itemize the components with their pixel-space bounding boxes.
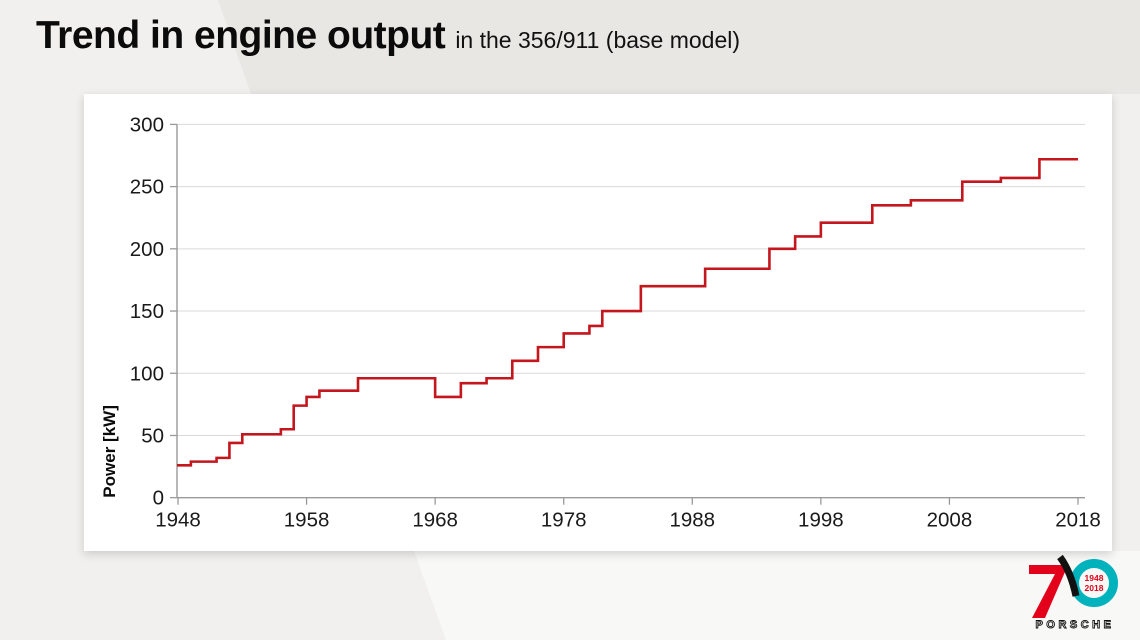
logo-black-slash xyxy=(1057,554,1080,597)
logo-year-bottom: 2018 xyxy=(1085,583,1104,593)
y-tick-label: 200 xyxy=(130,238,164,261)
x-tick-label: 1958 xyxy=(284,509,330,532)
porsche-70-logo-graphic: 1948 2018 PORSCHE xyxy=(1029,554,1118,631)
subtitle-text: in the 356/911 (base model) xyxy=(455,27,741,53)
porsche-70-years-logo: 1948 2018 PORSCHE xyxy=(1024,554,1132,634)
x-tick-label: 1998 xyxy=(798,509,844,532)
y-tick-label: 0 xyxy=(153,487,164,510)
x-tick-label: 1978 xyxy=(541,509,587,532)
x-tick-label: 1968 xyxy=(412,509,458,532)
logo-digit-seven xyxy=(1029,565,1068,618)
y-tick-label: 300 xyxy=(130,113,164,136)
page-title: Trend in engine output in the 356/911 (b… xyxy=(36,14,740,58)
x-tick-label: 2008 xyxy=(927,509,973,532)
y-axis-label: Power [kW] xyxy=(100,405,119,498)
logo-year-top: 1948 xyxy=(1085,573,1104,583)
power-step-line xyxy=(177,157,1078,467)
engine-output-chart: 0 50 100 150 200 250 300 1948 1958 1968 1978 1988 19… xyxy=(100,113,1101,532)
logo-wordmark: PORSCHE xyxy=(1036,619,1115,631)
y-tick-label: 250 xyxy=(130,176,164,199)
chart-card: 0 50 100 150 200 250 300 1948 1958 1968 1978 1988 19… xyxy=(84,94,1112,551)
y-tick-label: 100 xyxy=(130,362,164,385)
y-tick-label: 50 xyxy=(141,424,164,447)
y-tick-label: 150 xyxy=(130,300,164,323)
x-tick-label: 2018 xyxy=(1055,509,1101,532)
x-tick-label: 1988 xyxy=(669,509,715,532)
x-tick-label: 1948 xyxy=(155,509,201,532)
title-text: Trend in engine output xyxy=(36,14,446,57)
